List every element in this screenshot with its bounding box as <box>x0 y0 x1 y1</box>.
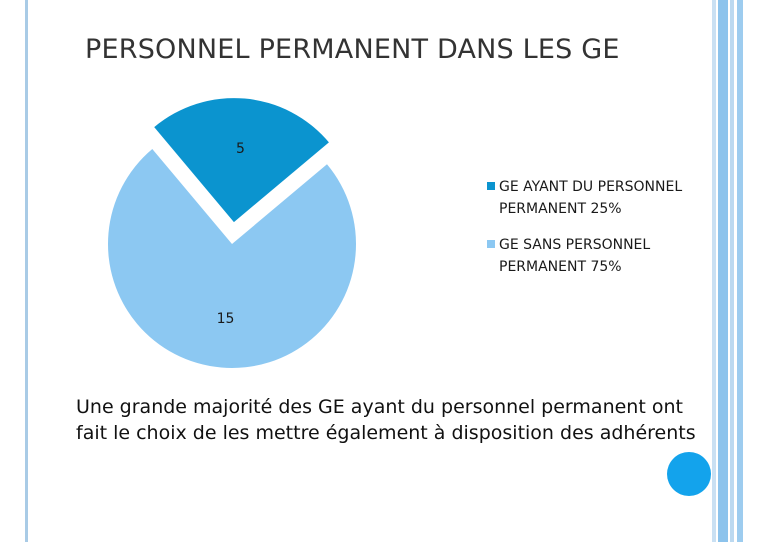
legend-item: GE SANS PERSONNEL PERMANENT 75% <box>487 234 702 278</box>
legend-swatch <box>487 182 495 190</box>
right-border-band <box>730 0 734 542</box>
chart-legend: GE AYANT DU PERSONNEL PERMANENT 25% GE S… <box>487 176 702 292</box>
pie-value-label: 5 <box>236 141 245 157</box>
legend-label: GE AYANT DU PERSONNEL PERMANENT 25% <box>499 179 683 217</box>
legend-swatch <box>487 240 495 248</box>
pie-slice <box>154 98 329 223</box>
right-border-band <box>745 0 768 542</box>
right-border-band <box>712 0 716 542</box>
pie-slice <box>107 149 356 369</box>
legend-item: GE AYANT DU PERSONNEL PERMANENT 25% <box>487 176 702 220</box>
slide-caption: Une grande majorité des GE ayant du pers… <box>76 396 696 444</box>
right-border-band <box>737 0 743 542</box>
pie-slices <box>107 98 356 369</box>
slide-title: PERSONNEL PERMANENT DANS LES GE <box>85 34 620 65</box>
decorative-circle <box>667 452 711 496</box>
pie-value-label: 15 <box>217 311 235 327</box>
legend-label: GE SANS PERSONNEL PERMANENT 75% <box>499 237 651 275</box>
right-border-band <box>718 0 728 542</box>
left-border-rule <box>25 0 28 542</box>
pie-value-labels: 5 15 <box>217 141 245 327</box>
